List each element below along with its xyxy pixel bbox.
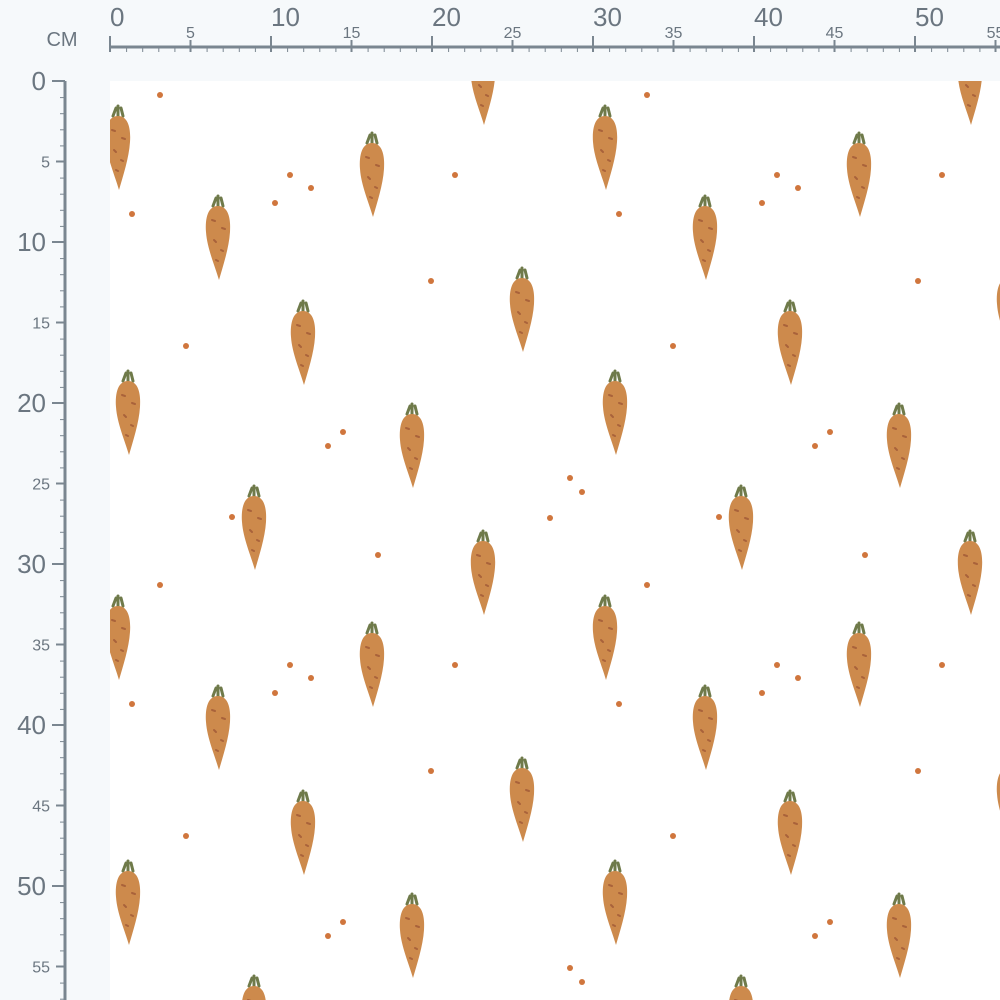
top-tick-label: 20 — [432, 2, 461, 32]
left-tick-label: 10 — [17, 227, 46, 257]
left-tick-label: 35 — [32, 638, 50, 655]
top-tick-label: 30 — [593, 2, 622, 32]
left-tick-label: 25 — [32, 477, 50, 494]
left-tick-label: 45 — [32, 799, 50, 816]
fabric-pattern — [110, 81, 1000, 1000]
left-tick-label: 15 — [32, 316, 50, 333]
top-tick-label: 10 — [271, 2, 300, 32]
top-tick-label: 5 — [186, 25, 195, 42]
top-tick-label: 35 — [665, 25, 683, 42]
left-tick-label: 0 — [32, 66, 46, 96]
left-ruler-minor — [60, 81, 65, 1000]
top-tick-label: 40 — [754, 2, 783, 32]
top-tick-label: 25 — [504, 25, 522, 42]
left-tick-label: 20 — [17, 388, 46, 418]
left-tick-label: 55 — [32, 960, 50, 977]
top-tick-label: 0 — [110, 2, 124, 32]
left-tick-label: 5 — [41, 155, 50, 172]
left-tick-label: 40 — [17, 710, 46, 740]
top-ruler-minor — [110, 47, 1000, 52]
top-tick-label: 55 — [987, 25, 1000, 42]
top-tick-label: 15 — [343, 25, 361, 42]
left-tick-label: 30 — [17, 549, 46, 579]
ruler-unit: CM — [46, 29, 77, 51]
top-tick-label: 45 — [826, 25, 844, 42]
left-tick-label: 50 — [17, 871, 46, 901]
top-tick-label: 50 — [915, 2, 944, 32]
